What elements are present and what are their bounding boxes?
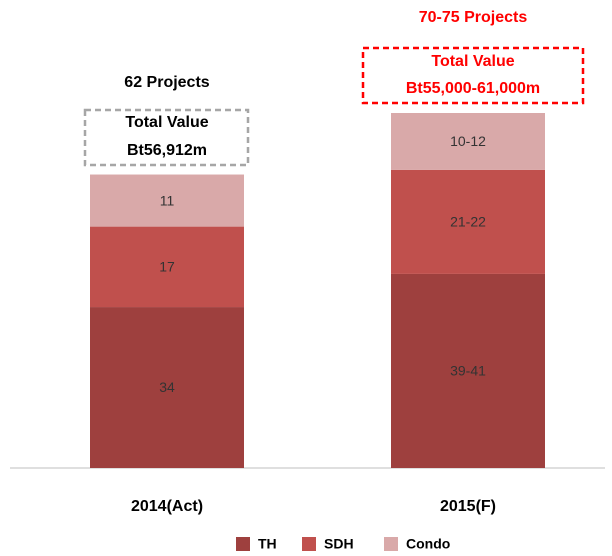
project-count: 62 Projects [124,74,209,91]
annotation-total: Bt56,912m [127,142,207,159]
annotation-caption: Total Value [431,53,514,70]
x-tick-label: 2014(Act) [131,498,203,515]
bar-segment [391,273,545,468]
x-tick-label: 2015(F) [440,498,496,515]
project-count: 70-75 Projects [419,9,528,26]
legend-label: Condo [406,536,450,552]
data-label: 10-12 [450,133,486,149]
annotation-box [83,108,250,167]
data-label: 11 [160,192,175,208]
data-label: 39-41 [450,363,486,379]
data-label: 34 [159,379,175,395]
legend-label: TH [258,536,277,552]
bar-segment [391,169,545,274]
legend-label: SDH [324,536,354,552]
legend-swatch [384,537,398,551]
bar-segment [90,307,244,468]
bar-segment [391,113,545,170]
annotation-caption: Total Value [125,114,208,131]
bar-segment [90,226,244,308]
legend-swatch [302,537,316,551]
annotation-total: Bt55,000-61,000m [406,80,540,97]
data-label: 21-22 [450,214,486,230]
bar-segment [90,174,244,227]
legend-swatch [236,537,250,551]
data-label: 17 [159,259,175,275]
annotation-box [361,46,585,105]
